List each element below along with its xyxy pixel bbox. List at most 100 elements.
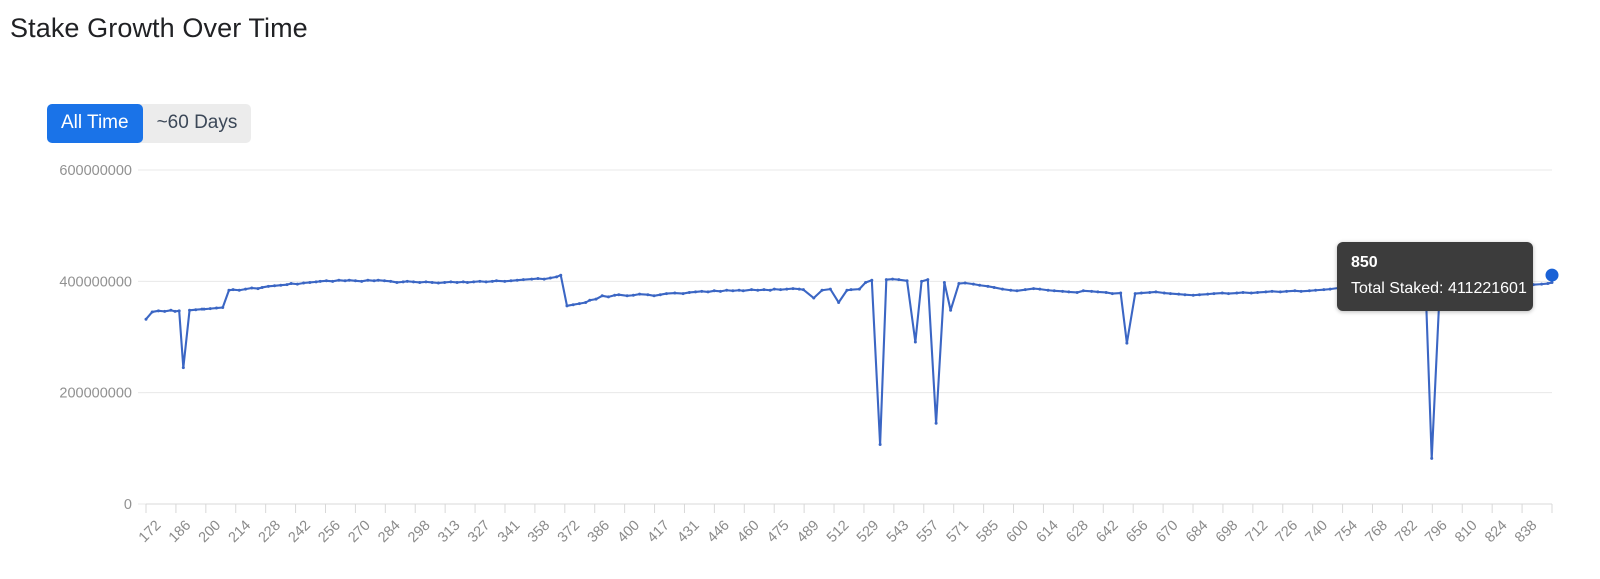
series-point[interactable] bbox=[208, 307, 212, 311]
series-point[interactable] bbox=[992, 285, 996, 289]
series-point[interactable] bbox=[389, 279, 393, 283]
series-point[interactable] bbox=[372, 279, 376, 283]
series-point[interactable] bbox=[382, 279, 386, 283]
series-point[interactable] bbox=[436, 281, 440, 285]
series-point[interactable] bbox=[318, 279, 322, 283]
series-point[interactable] bbox=[737, 288, 741, 292]
series-point[interactable] bbox=[490, 279, 494, 283]
series-point[interactable] bbox=[1009, 288, 1013, 292]
series-point[interactable] bbox=[1052, 289, 1056, 293]
series-point[interactable] bbox=[542, 277, 546, 281]
series-point[interactable] bbox=[584, 300, 588, 304]
series-point[interactable] bbox=[617, 293, 621, 297]
series-point[interactable] bbox=[1177, 292, 1181, 296]
series-point[interactable] bbox=[150, 310, 154, 314]
highlighted-data-point[interactable] bbox=[1545, 268, 1559, 282]
series-point[interactable] bbox=[673, 291, 677, 295]
series-point[interactable] bbox=[658, 293, 662, 297]
series-point[interactable] bbox=[700, 289, 704, 293]
series-point[interactable] bbox=[681, 292, 685, 296]
series-point[interactable] bbox=[725, 288, 729, 292]
series-point[interactable] bbox=[1550, 280, 1554, 284]
series-point[interactable] bbox=[194, 308, 198, 312]
series-point[interactable] bbox=[1314, 288, 1318, 292]
series-point[interactable] bbox=[694, 290, 698, 294]
series-point[interactable] bbox=[828, 287, 832, 291]
series-point[interactable] bbox=[942, 280, 946, 284]
series-point[interactable] bbox=[712, 289, 716, 293]
series-point[interactable] bbox=[295, 282, 299, 286]
series-point[interactable] bbox=[706, 290, 710, 294]
series-point[interactable] bbox=[1038, 287, 1042, 291]
series-point[interactable] bbox=[1023, 288, 1027, 292]
series-point[interactable] bbox=[465, 280, 469, 284]
series-point[interactable] bbox=[1154, 290, 1158, 294]
series-point[interactable] bbox=[1067, 290, 1071, 294]
series-point[interactable] bbox=[472, 280, 476, 284]
series-point[interactable] bbox=[971, 282, 975, 286]
series-point[interactable] bbox=[163, 309, 167, 313]
series-point[interactable] bbox=[202, 307, 206, 311]
series-point[interactable] bbox=[324, 279, 328, 283]
series-point[interactable] bbox=[1220, 291, 1224, 295]
series-point[interactable] bbox=[1061, 289, 1065, 293]
series-point[interactable] bbox=[1249, 291, 1253, 295]
series-point[interactable] bbox=[1328, 287, 1332, 291]
series-point[interactable] bbox=[1212, 292, 1216, 296]
series-point[interactable] bbox=[1191, 293, 1195, 297]
series-point[interactable] bbox=[366, 278, 370, 282]
series-point[interactable] bbox=[1162, 291, 1166, 295]
stake-growth-line-chart[interactable]: 0 200000000 400000000 600000000 172 186 200 21… bbox=[0, 150, 1600, 579]
series-point[interactable] bbox=[768, 288, 772, 292]
series-point[interactable] bbox=[913, 340, 917, 344]
series-point[interactable] bbox=[1133, 292, 1137, 296]
series-point[interactable] bbox=[606, 295, 610, 299]
series-point[interactable] bbox=[401, 280, 405, 284]
series-point[interactable] bbox=[461, 280, 465, 284]
series-point[interactable] bbox=[986, 284, 990, 288]
series-point[interactable] bbox=[849, 288, 853, 292]
series-point[interactable] bbox=[285, 283, 289, 287]
series-point[interactable] bbox=[177, 309, 181, 313]
series-point[interactable] bbox=[484, 280, 488, 284]
series-point[interactable] bbox=[289, 282, 293, 286]
series-point[interactable] bbox=[1046, 288, 1050, 292]
series-point[interactable] bbox=[424, 280, 428, 284]
series-point[interactable] bbox=[801, 288, 805, 292]
series-point[interactable] bbox=[314, 280, 318, 284]
series-point[interactable] bbox=[565, 304, 569, 308]
series-point[interactable] bbox=[750, 288, 754, 292]
series-point[interactable] bbox=[412, 280, 416, 284]
series-point[interactable] bbox=[231, 288, 235, 292]
series-point[interactable] bbox=[741, 289, 745, 293]
series-point[interactable] bbox=[588, 298, 592, 302]
series-point[interactable] bbox=[870, 278, 874, 282]
series-point[interactable] bbox=[200, 307, 204, 311]
series-point[interactable] bbox=[772, 287, 776, 291]
series-point[interactable] bbox=[455, 280, 459, 284]
series-point[interactable] bbox=[221, 306, 225, 309]
series-point[interactable] bbox=[478, 279, 482, 283]
series-point[interactable] bbox=[443, 280, 447, 284]
series-point[interactable] bbox=[1197, 293, 1201, 297]
series-point[interactable] bbox=[837, 300, 841, 304]
series-point[interactable] bbox=[555, 275, 559, 279]
series-point[interactable] bbox=[395, 280, 399, 284]
series-point[interactable] bbox=[665, 292, 669, 296]
series-point[interactable] bbox=[405, 279, 409, 283]
range-button-all-time[interactable]: All Time bbox=[47, 104, 143, 143]
series-point[interactable] bbox=[1081, 289, 1085, 293]
series-point[interactable] bbox=[1119, 291, 1123, 295]
series-point[interactable] bbox=[260, 285, 264, 289]
series-point[interactable] bbox=[1430, 456, 1434, 460]
series-point[interactable] bbox=[864, 280, 868, 284]
series-point[interactable] bbox=[1075, 290, 1079, 294]
chart-svg[interactable]: 0 200000000 400000000 600000000 172 186 200 21… bbox=[0, 150, 1600, 579]
series-point[interactable] bbox=[845, 288, 849, 292]
series-point[interactable] bbox=[820, 288, 824, 292]
series-point[interactable] bbox=[1125, 341, 1129, 345]
series-point[interactable] bbox=[331, 279, 335, 283]
series-point[interactable] bbox=[857, 287, 861, 291]
series-point[interactable] bbox=[934, 421, 938, 425]
series-point[interactable] bbox=[1104, 290, 1108, 294]
